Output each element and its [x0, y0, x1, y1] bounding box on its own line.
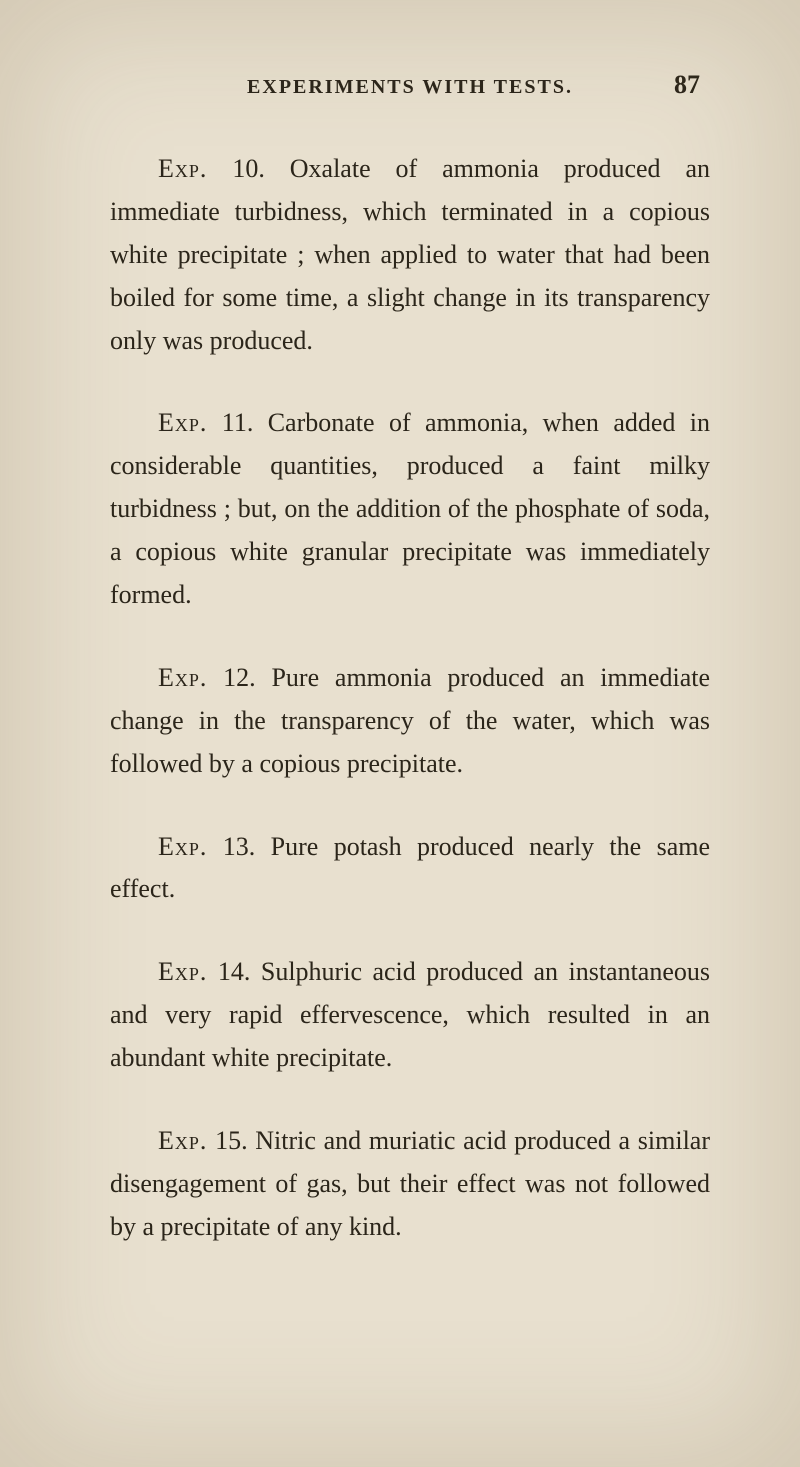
experiment-label: Exp.	[158, 408, 207, 437]
experiment-label: Exp.	[158, 1126, 207, 1155]
experiment-paragraph-12: Exp. 12. Pure ammonia produced an immedi…	[110, 657, 710, 786]
experiment-number: 14.	[207, 957, 260, 986]
scanned-book-page: EXPERIMENTS WITH TESTS. 87 Exp. 10. Oxal…	[0, 0, 800, 1467]
page-body: Exp. 10. Oxalate of ammonia produced an …	[110, 148, 710, 1249]
experiment-paragraph-10: Exp. 10. Oxalate of ammonia produced an …	[110, 148, 710, 362]
experiment-number: 12.	[207, 663, 271, 692]
experiment-number: 10.	[207, 154, 289, 183]
experiment-paragraph-11: Exp. 11. Carbonate of ammonia, when adde…	[110, 402, 710, 616]
experiment-paragraph-13: Exp. 13. Pure potash produced nearly the…	[110, 826, 710, 912]
page-number: 87	[640, 70, 700, 100]
experiment-paragraph-15: Exp. 15. Nitric and muriatic acid produc…	[110, 1120, 710, 1249]
page-header: EXPERIMENTS WITH TESTS. 87	[110, 70, 710, 100]
experiment-number: 13.	[207, 832, 270, 861]
experiment-label: Exp.	[158, 663, 207, 692]
experiment-label: Exp.	[158, 154, 207, 183]
experiment-number: 15.	[207, 1126, 255, 1155]
experiment-label: Exp.	[158, 957, 207, 986]
running-head: EXPERIMENTS WITH TESTS.	[180, 76, 640, 99]
experiment-label: Exp.	[158, 832, 207, 861]
experiment-text: Oxalate of ammonia produced an immediate…	[110, 154, 710, 355]
experiment-text: Carbonate of ammonia, when added in cons…	[110, 408, 710, 609]
experiment-number: 11.	[207, 408, 267, 437]
experiment-paragraph-14: Exp. 14. Sulphuric acid produced an inst…	[110, 951, 710, 1080]
